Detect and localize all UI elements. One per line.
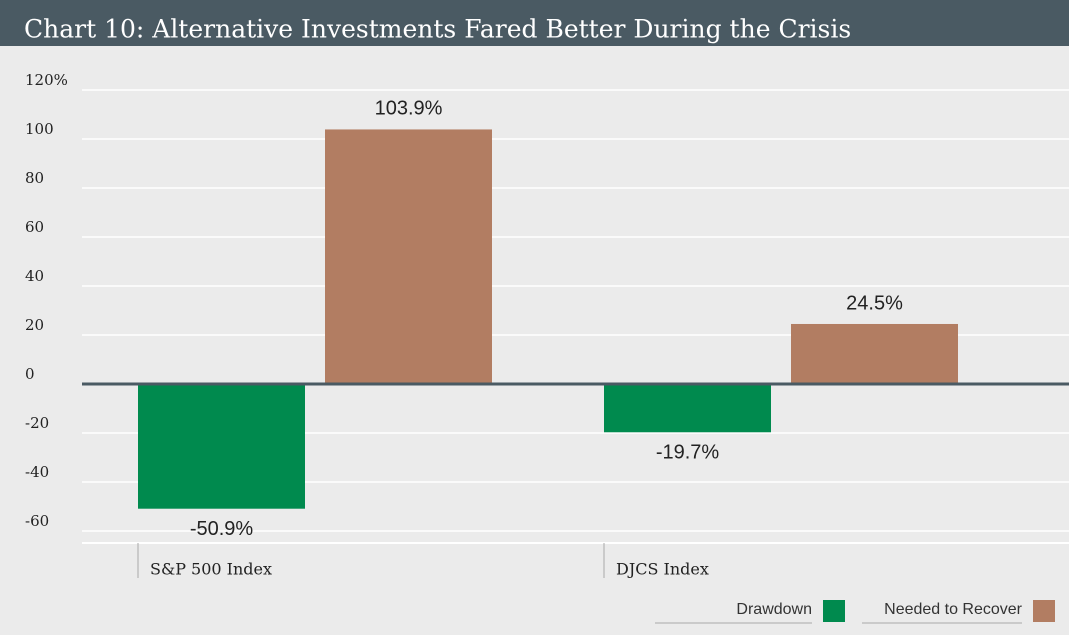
y-tick-label: -40 [25,463,49,481]
y-tick-label: 40 [25,267,44,285]
chart-title: Chart 10: Alternative Investments Fared … [24,15,851,44]
legend-swatch [823,600,845,622]
y-tick-label: -60 [25,512,49,530]
bar [791,323,958,384]
data-label: 103.9% [375,98,443,120]
y-tick-label: 100 [25,120,54,138]
y-tick-label: 80 [25,169,44,187]
x-tick-label: S&P 500 Index [150,560,272,579]
legend-label: Needed to Recover [884,601,1023,618]
title-bar [0,0,1069,46]
y-tick-label: 120% [25,71,68,89]
bar [604,384,771,433]
data-label: -19.7% [656,442,720,464]
bar [138,384,305,509]
x-tick-label: DJCS Index [616,560,709,579]
legend-swatch [1033,600,1055,622]
data-label: -50.9% [190,518,254,540]
y-tick-label: 0 [25,365,35,383]
legend-label: Drawdown [736,601,812,618]
data-label: 24.5% [846,292,903,314]
y-tick-label: -20 [25,414,49,432]
bar [325,129,492,384]
y-tick-label: 60 [25,218,44,236]
y-tick-label: 20 [25,316,44,334]
